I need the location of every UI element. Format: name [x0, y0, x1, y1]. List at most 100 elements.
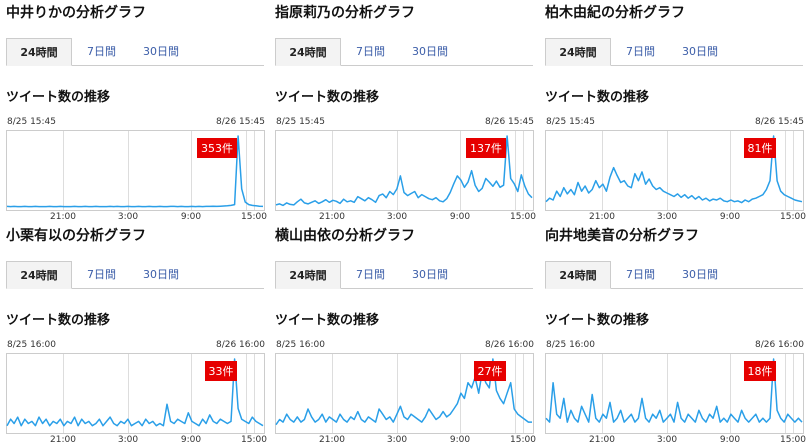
end-time-label: 8/26 16:00	[484, 340, 534, 350]
x-tick-label: 15:00	[510, 435, 536, 445]
analysis-panel: 指原莉乃の分析グラフ 24時間 7日間 30日間 ツイート数の推移 8/25 15:45 8…	[275, 0, 537, 223]
x-tick-label: 9:00	[720, 435, 740, 445]
tab-24h[interactable]: 24時間	[545, 261, 611, 289]
end-time-label: 8/26 16:00	[215, 340, 265, 350]
x-tick-label: 21:00	[50, 212, 76, 222]
start-time-label: 8/25 16:00	[7, 340, 57, 350]
x-tick-label: 15:00	[780, 212, 806, 222]
x-tick-label: 21:00	[589, 435, 615, 445]
tab-30d[interactable]: 30日間	[412, 268, 448, 281]
x-tick-label: 9:00	[450, 212, 470, 222]
end-time-label: 8/26 16:00	[754, 340, 804, 350]
chart-svg: 81件 21:00 3:00 9:00 15:00	[545, 130, 806, 222]
x-tick-label: 21:00	[50, 435, 76, 445]
period-tabs: 24時間 7日間 30日間	[275, 261, 533, 289]
analysis-panel: 小栗有以の分析グラフ 24時間 7日間 30日間ツイート数の推移 8/25 16:00 8…	[6, 223, 268, 446]
period-tabs: 24時間 7日間 30日間	[275, 38, 533, 66]
tab-24h[interactable]: 24時間	[6, 261, 72, 289]
panel-title: 横山由依の分析グラフ	[275, 228, 415, 244]
tab-7d[interactable]: 7日間	[87, 268, 116, 281]
peak-badge: 81件	[744, 138, 776, 158]
tweet-count-chart: 27件 21:00 3:00 9:00 15:00	[275, 353, 536, 445]
peak-badge-bg	[197, 138, 237, 158]
x-tick-label: 3:00	[118, 435, 138, 445]
tweet-count-chart: 81件 21:00 3:00 9:00 15:00	[545, 130, 806, 222]
peak-badge-bg	[744, 361, 776, 381]
x-tick-label: 3:00	[387, 435, 407, 445]
series-line	[545, 135, 803, 204]
chart-subtitle: ツイート数の推移	[275, 313, 380, 328]
peak-badge-text: 18件	[748, 365, 773, 378]
analysis-panel: 柏木由紀の分析グラフ 24時間 7日間 30日間 ツイート数の推移 8/25 15:45 8…	[545, 0, 806, 223]
x-tick-label: 21:00	[319, 435, 345, 445]
start-time-label: 8/25 15:45	[7, 117, 57, 127]
tab-24h[interactable]: 24時間	[275, 38, 341, 66]
x-tick-label: 3:00	[387, 212, 407, 222]
period-tabs: 24時間 7日間 30日間	[6, 261, 264, 289]
peak-badge-text: 27件	[478, 365, 503, 378]
tweet-count-chart: 33件 21:00 3:00 9:00 15:00	[6, 353, 267, 445]
peak-badge: 27件	[474, 361, 506, 381]
peak-badge-bg	[744, 138, 776, 158]
chart-subtitle: ツイート数の推移	[275, 90, 380, 105]
tab-30d[interactable]: 30日間	[143, 45, 179, 58]
x-tick-label: 3:00	[118, 212, 138, 222]
end-time-label: 8/26 15:45	[484, 117, 534, 127]
tab-24h[interactable]: 24時間	[275, 261, 341, 289]
tweet-count-chart: 18件 21:00 3:00 9:00 15:00	[545, 353, 806, 445]
peak-badge: 18件	[744, 361, 776, 381]
peak-badge-text: 137件	[470, 142, 502, 155]
chart-subtitle: ツイート数の推移	[6, 313, 111, 328]
panel-title: 指原莉乃の分析グラフ	[275, 5, 415, 21]
peak-badge-text: 81件	[748, 142, 773, 155]
series-line	[545, 358, 803, 423]
x-tick-label: 9:00	[450, 435, 470, 445]
x-tick-label: 15:00	[241, 435, 267, 445]
x-tick-label: 15:00	[780, 435, 806, 445]
chart-subtitle: ツイート数の推移	[6, 90, 111, 105]
panel-title: 小栗有以の分析グラフ	[6, 228, 146, 244]
tab-7d[interactable]: 7日間	[626, 268, 655, 281]
x-tick-label: 9:00	[181, 212, 201, 222]
peak-badge: 137件	[466, 138, 506, 158]
end-time-label: 8/26 15:45	[215, 117, 265, 127]
x-tick-label: 9:00	[181, 435, 201, 445]
tab-7d[interactable]: 7日間	[356, 45, 385, 58]
end-time-label: 8/26 15:45	[754, 117, 804, 127]
chart-svg: 353件 21:00 3:00 9:00 15:00	[6, 130, 267, 222]
tab-7d[interactable]: 7日間	[626, 45, 655, 58]
tab-7d[interactable]: 7日間	[87, 45, 116, 58]
tab-30d[interactable]: 30日間	[412, 45, 448, 58]
peak-badge-bg	[205, 361, 237, 381]
period-tabs: 24時間 7日間 30日間	[545, 38, 803, 66]
x-tick-label: 15:00	[510, 212, 536, 222]
x-tick-label: 21:00	[319, 212, 345, 222]
tab-30d[interactable]: 30日間	[682, 45, 718, 58]
tab-24h[interactable]: 24時間	[545, 38, 611, 66]
peak-badge: 33件	[205, 361, 237, 381]
chart-svg: 18件 21:00 3:00 9:00 15:00	[545, 353, 806, 445]
x-tick-label: 3:00	[657, 435, 677, 445]
tab-30d[interactable]: 30日間	[143, 268, 179, 281]
tab-7d[interactable]: 7日間	[356, 268, 385, 281]
peak-badge-bg	[474, 361, 506, 381]
series-line	[6, 135, 264, 208]
tweet-count-chart: 137件 21:00 3:00 9:00 15:00	[275, 130, 536, 222]
peak-badge: 353件	[197, 138, 237, 158]
analysis-panel: 向井地美音の分析グラフ 24時間 7日間 30日間 ツイート数の推移 8/25 16:00…	[545, 223, 806, 446]
series-line	[275, 358, 532, 426]
chart-subtitle: ツイート数の推移	[545, 90, 650, 105]
start-time-label: 8/25 16:00	[546, 340, 596, 350]
chart-svg: 137件 21:00 3:00 9:00 15:00	[275, 130, 536, 222]
start-time-label: 8/25 15:45	[546, 117, 596, 127]
tab-30d[interactable]: 30日間	[682, 268, 718, 281]
tweet-count-chart: 353件 21:00 3:00 9:00 15:00	[6, 130, 267, 222]
x-tick-label: 21:00	[589, 212, 615, 222]
chart-subtitle: ツイート数の推移	[545, 313, 650, 328]
peak-badge-text: 353件	[201, 142, 233, 155]
period-tabs: 24時間 7日間 30日間	[6, 38, 264, 66]
peak-badge-bg	[466, 138, 506, 158]
tab-24h[interactable]: 24時間	[6, 38, 72, 66]
series-line	[275, 135, 533, 207]
start-time-label: 8/25 16:00	[276, 340, 326, 350]
